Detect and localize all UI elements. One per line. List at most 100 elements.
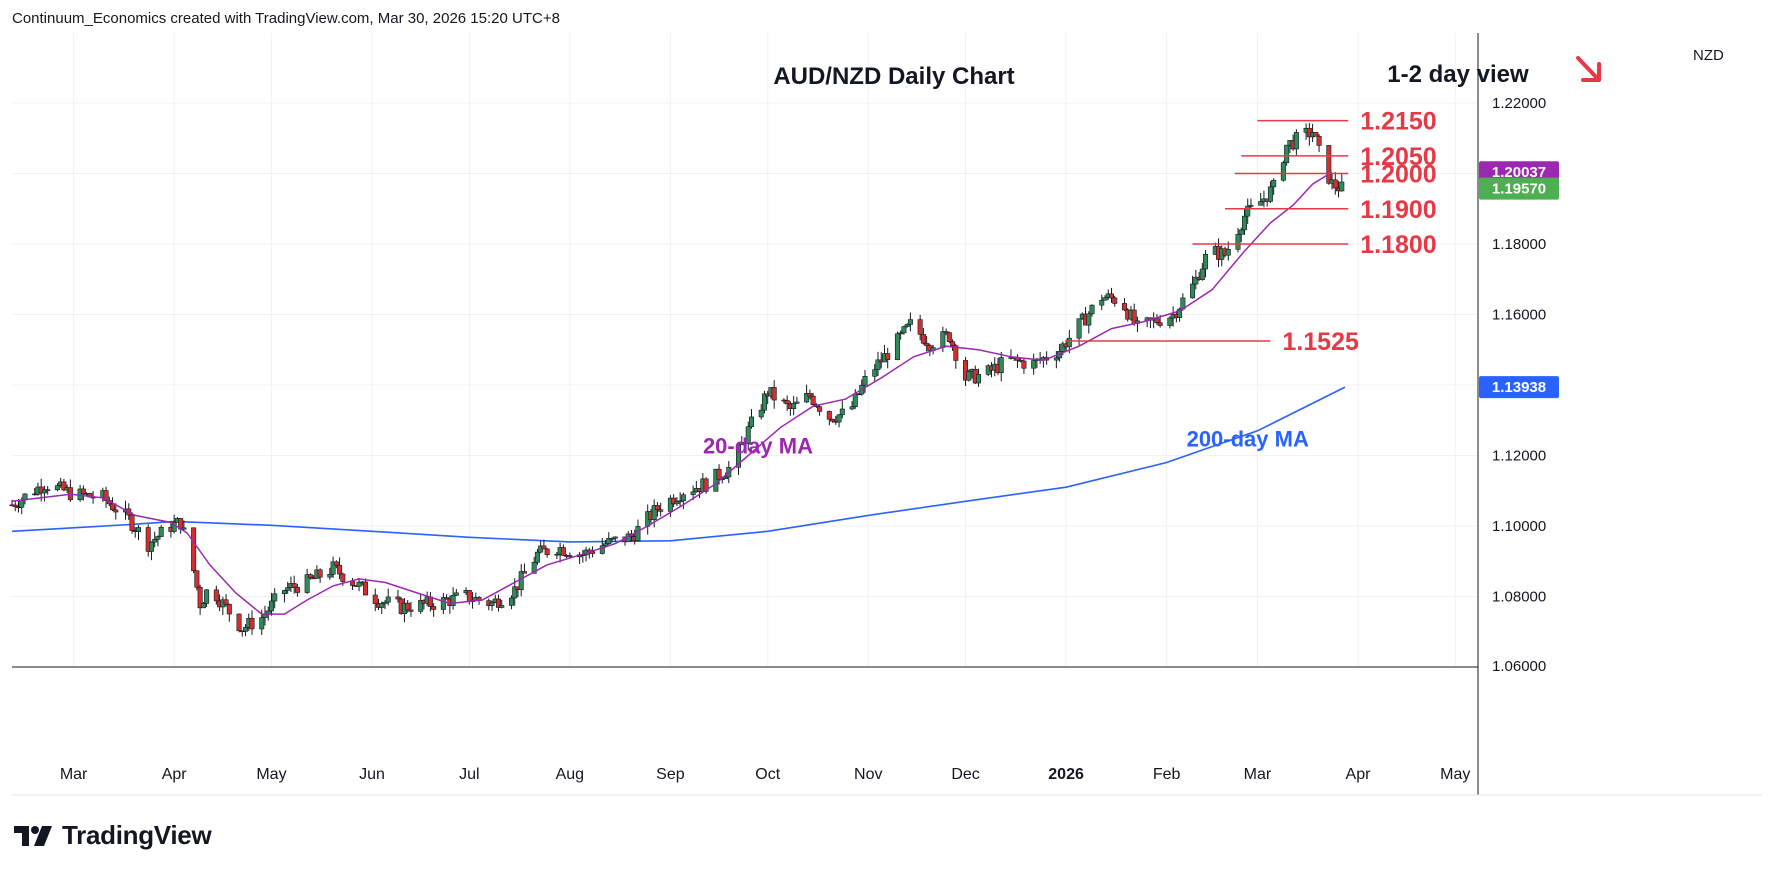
candle <box>12 501 18 512</box>
candle-body <box>333 561 339 566</box>
candle <box>963 356 969 387</box>
candle <box>924 336 930 352</box>
candle-body <box>1099 299 1105 306</box>
candle <box>54 483 60 492</box>
candle <box>405 600 411 613</box>
candle <box>807 389 813 400</box>
candle <box>444 594 450 600</box>
price-badge-label: 1.19570 <box>1492 181 1546 198</box>
candle-body <box>444 597 450 600</box>
candle <box>898 330 904 340</box>
candle-body <box>839 408 845 416</box>
candle-body <box>1102 297 1108 301</box>
candle <box>680 492 686 510</box>
price-badge-background <box>1479 177 1559 200</box>
candle-body <box>603 543 609 547</box>
candle <box>677 492 683 508</box>
candle-body <box>1316 135 1322 146</box>
candlestick-series <box>9 123 1345 637</box>
candle <box>327 567 333 580</box>
candle-body <box>1154 318 1160 324</box>
candle-body <box>680 494 686 502</box>
candle <box>1099 294 1105 310</box>
candle <box>197 584 203 615</box>
candle-body <box>612 536 618 539</box>
candle <box>1109 287 1115 303</box>
last_price-price-badge: 1.19570 <box>1479 177 1559 200</box>
candle <box>998 351 1004 382</box>
candle <box>826 410 832 426</box>
x-tick-label: Sep <box>656 766 685 783</box>
candle-body <box>1199 268 1205 280</box>
candle <box>791 395 797 416</box>
x-tick-label: Jun <box>359 766 385 783</box>
candle-body <box>810 395 816 405</box>
candle <box>606 532 612 546</box>
chart-attribution: Continuum_Economics created with Trading… <box>12 10 560 27</box>
candle <box>950 339 956 351</box>
ma20-label: 20-day MA <box>703 434 813 459</box>
candle <box>671 494 677 508</box>
candle-body <box>635 526 641 542</box>
candle-body <box>307 574 313 579</box>
candle <box>794 396 800 404</box>
candle-body <box>1203 254 1209 270</box>
candle-body <box>135 527 141 532</box>
x-tick-label: 2026 <box>1048 766 1084 783</box>
candle-body <box>534 551 540 563</box>
arrow-down-right-icon <box>1576 56 1601 82</box>
candle <box>330 556 336 578</box>
chart-annotations: AUD/NZD Daily Chart 1-2 day view 20-day … <box>703 56 1601 459</box>
candle-body <box>898 332 904 335</box>
candle-body <box>567 555 573 558</box>
tradingview-logo[interactable]: TradingView <box>14 820 212 851</box>
candle-body <box>243 627 249 632</box>
candle <box>466 589 472 605</box>
candle-body <box>1313 132 1319 137</box>
x-tick-label: Oct <box>755 766 780 783</box>
candle-body <box>849 406 855 410</box>
candle-body <box>998 357 1004 374</box>
candle <box>771 380 777 409</box>
price-badge-label: 1.20037 <box>1492 164 1546 181</box>
candle <box>976 368 982 387</box>
candle <box>223 594 229 607</box>
candle-body <box>385 596 391 603</box>
candle-body <box>830 418 836 422</box>
x-tick-label: Nov <box>854 766 882 783</box>
candle <box>61 478 67 492</box>
candle <box>41 485 47 502</box>
candle-body <box>340 573 346 582</box>
candle <box>395 589 401 603</box>
candle <box>356 578 362 592</box>
candle <box>145 524 151 557</box>
candle-body <box>677 500 683 503</box>
candle-body <box>761 393 767 411</box>
candle-body <box>499 605 505 608</box>
candle-body <box>894 333 900 360</box>
candle <box>560 544 566 557</box>
y-tick-label: 1.12000 <box>1492 448 1546 465</box>
candle-body <box>453 592 459 596</box>
candle-body <box>61 481 67 491</box>
candle-body <box>794 401 800 404</box>
y-tick-label: 1.16000 <box>1492 307 1546 324</box>
candle-body <box>379 603 385 608</box>
candle-body <box>12 504 18 508</box>
candle <box>191 527 197 574</box>
candle <box>158 524 164 537</box>
candle-body <box>518 571 524 590</box>
level-label: 1.2150 <box>1360 108 1436 136</box>
x-tick-label: Aug <box>556 766 584 783</box>
candle <box>249 610 255 635</box>
candle-body <box>204 589 210 604</box>
candle <box>236 613 242 633</box>
candle <box>839 400 845 419</box>
candle <box>784 395 790 412</box>
candle <box>499 599 505 609</box>
candle <box>836 414 842 428</box>
candle <box>736 442 742 476</box>
